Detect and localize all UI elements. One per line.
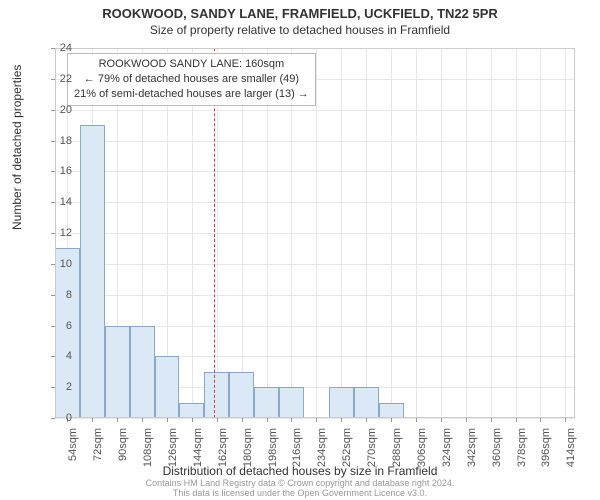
histogram-bar (130, 326, 155, 419)
histogram-bar (155, 356, 180, 418)
histogram-bar (379, 403, 404, 418)
histogram-bar (279, 387, 304, 418)
ytick-label: 24 (52, 42, 72, 54)
grid-line-vertical (416, 48, 417, 418)
xtick-mark (267, 418, 268, 422)
grid-line-horizontal (55, 233, 575, 234)
ytick-label: 12 (52, 227, 72, 239)
annotation-line3: 21% of semi-detached houses are larger (… (74, 87, 309, 102)
xtick-mark (366, 418, 367, 422)
xtick-mark (441, 418, 442, 422)
xtick-mark (540, 418, 541, 422)
xtick-mark (142, 418, 143, 422)
xtick-mark (316, 418, 317, 422)
grid-line-vertical (466, 48, 467, 418)
xtick-mark (167, 418, 168, 422)
xtick-mark (416, 418, 417, 422)
annotation-box: ROOKWOOD SANDY LANE: 160sqm ← 79% of det… (67, 53, 316, 106)
xtick-mark (391, 418, 392, 422)
xtick-mark (341, 418, 342, 422)
ytick-label: 18 (52, 135, 72, 147)
ytick-label: 22 (52, 73, 72, 85)
histogram-bar (179, 403, 204, 418)
grid-line-vertical (316, 48, 317, 418)
ytick-label: 6 (52, 320, 72, 332)
grid-line-vertical (540, 48, 541, 418)
ytick-label: 0 (52, 412, 72, 424)
grid-line-vertical (565, 48, 566, 418)
annotation-line2: ← 79% of detached houses are smaller (49… (74, 72, 309, 87)
ytick-label: 10 (52, 258, 72, 270)
xtick-mark (466, 418, 467, 422)
xtick-mark (192, 418, 193, 422)
grid-line-vertical (491, 48, 492, 418)
xtick-mark (491, 418, 492, 422)
histogram-bar (229, 372, 254, 418)
histogram-bar (204, 372, 229, 418)
plot-area: 54sqm72sqm90sqm108sqm126sqm144sqm162sqm1… (55, 48, 575, 418)
xtick-mark (291, 418, 292, 422)
grid-line-vertical (341, 48, 342, 418)
histogram-bar (354, 387, 379, 418)
chart-title: ROOKWOOD, SANDY LANE, FRAMFIELD, UCKFIEL… (0, 0, 600, 21)
xtick-mark (516, 418, 517, 422)
grid-line-horizontal (55, 418, 575, 419)
grid-line-vertical (366, 48, 367, 418)
grid-line-horizontal (55, 295, 575, 296)
x-axis-label: Distribution of detached houses by size … (0, 464, 600, 478)
xtick-mark (217, 418, 218, 422)
grid-line-vertical (516, 48, 517, 418)
grid-line-vertical (441, 48, 442, 418)
axis-top (55, 48, 575, 49)
chart-container: ROOKWOOD, SANDY LANE, FRAMFIELD, UCKFIEL… (0, 0, 600, 500)
histogram-bar (329, 387, 354, 418)
axis-bottom (55, 417, 575, 418)
ytick-label: 8 (52, 289, 72, 301)
grid-line-horizontal (55, 202, 575, 203)
ytick-label: 16 (52, 165, 72, 177)
axis-right (574, 48, 575, 418)
grid-line-vertical (391, 48, 392, 418)
ytick-label: 4 (52, 350, 72, 362)
y-axis-label: Number of detached properties (10, 65, 24, 230)
ytick-label: 14 (52, 196, 72, 208)
histogram-bar (105, 326, 130, 419)
chart-subtitle: Size of property relative to detached ho… (0, 23, 600, 37)
footer-text: Contains HM Land Registry data © Crown c… (0, 478, 600, 498)
histogram-bar (254, 387, 279, 418)
grid-line-horizontal (55, 264, 575, 265)
ytick-label: 20 (52, 104, 72, 116)
grid-line-horizontal (55, 141, 575, 142)
annotation-line1: ROOKWOOD SANDY LANE: 160sqm (74, 57, 309, 72)
grid-line-horizontal (55, 110, 575, 111)
histogram-bar (80, 125, 105, 418)
grid-line-horizontal (55, 171, 575, 172)
xtick-mark (117, 418, 118, 422)
ytick-label: 2 (52, 381, 72, 393)
xtick-mark (92, 418, 93, 422)
xtick-mark (565, 418, 566, 422)
xtick-mark (242, 418, 243, 422)
